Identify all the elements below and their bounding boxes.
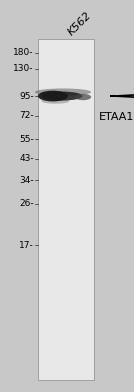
Text: K562: K562 [66, 10, 93, 37]
Text: 26-: 26- [19, 200, 34, 208]
Text: 72-: 72- [19, 111, 34, 120]
Text: 130-: 130- [13, 64, 34, 73]
Ellipse shape [42, 92, 83, 100]
Text: 34-: 34- [19, 176, 34, 185]
Text: ETAA1: ETAA1 [99, 112, 134, 122]
Ellipse shape [35, 89, 91, 96]
Ellipse shape [75, 94, 91, 100]
Bar [38, 39, 94, 380]
Ellipse shape [38, 91, 68, 102]
Text: 95-: 95- [19, 92, 34, 100]
Text: 55-: 55- [19, 135, 34, 143]
Text: 180-: 180- [13, 49, 34, 57]
Text: 43-: 43- [19, 154, 34, 163]
Ellipse shape [41, 98, 69, 104]
Text: 17-: 17- [19, 241, 34, 249]
